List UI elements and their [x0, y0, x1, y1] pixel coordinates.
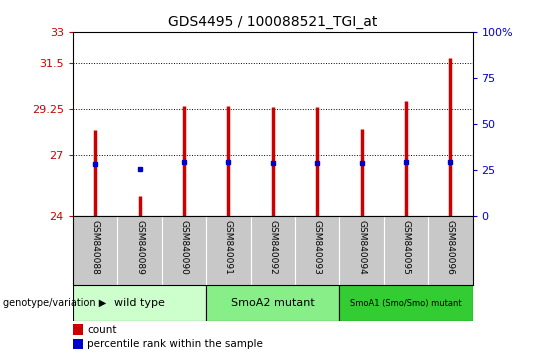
Bar — [73, 339, 83, 349]
Bar — [73, 324, 83, 335]
Text: GSM840095: GSM840095 — [401, 219, 410, 274]
Text: SmoA1 (Smo/Smo) mutant: SmoA1 (Smo/Smo) mutant — [350, 298, 462, 308]
Text: GSM840091: GSM840091 — [224, 219, 233, 274]
Text: GSM840096: GSM840096 — [446, 219, 455, 274]
Text: count: count — [87, 325, 117, 335]
Text: percentile rank within the sample: percentile rank within the sample — [87, 339, 263, 349]
Text: GSM840090: GSM840090 — [179, 219, 188, 274]
Text: wild type: wild type — [114, 298, 165, 308]
Title: GDS4495 / 100088521_TGI_at: GDS4495 / 100088521_TGI_at — [168, 16, 377, 29]
Text: GSM840093: GSM840093 — [313, 219, 322, 274]
Text: GSM840088: GSM840088 — [91, 219, 99, 274]
Text: GSM840089: GSM840089 — [135, 219, 144, 274]
Bar — [206, 285, 339, 321]
Bar — [339, 285, 472, 321]
Text: genotype/variation ▶: genotype/variation ▶ — [3, 298, 106, 308]
Text: GSM840094: GSM840094 — [357, 219, 366, 274]
Text: GSM840092: GSM840092 — [268, 219, 277, 274]
Bar — [73, 285, 206, 321]
Text: SmoA2 mutant: SmoA2 mutant — [231, 298, 315, 308]
